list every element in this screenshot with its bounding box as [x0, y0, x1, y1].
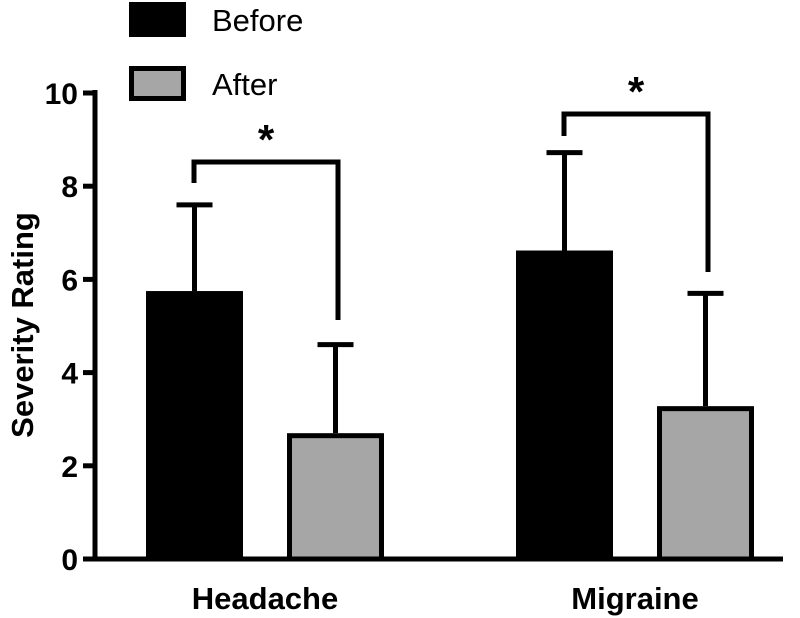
x-tick-label-headache: Headache: [192, 581, 338, 616]
legend-swatch-before: [129, 2, 186, 37]
axes: [92, 90, 783, 562]
legend-swatch-after: [129, 66, 186, 101]
y-axis-label: Severity Rating: [5, 212, 40, 438]
x-tick-labels: Headache Migraine: [192, 581, 699, 616]
bar-before-headache: [146, 291, 243, 562]
legend-label-before: Before: [212, 3, 303, 38]
y-tick-label-4: 4: [61, 358, 78, 391]
bars: [146, 250, 754, 562]
bar-after-headache: [287, 433, 384, 562]
y-tick-label-0: 0: [61, 544, 78, 577]
significance-bracket-headache: [191, 159, 341, 320]
significance-brackets: **: [191, 68, 711, 320]
significance-marker-migraine: *: [628, 68, 645, 115]
y-tick-label-10: 10: [45, 78, 78, 111]
y-tick-label-2: 2: [61, 451, 78, 484]
error-bars: [176, 150, 724, 434]
y-ticks: 0 2 4 6 8 10: [45, 78, 95, 577]
y-tick-label-8: 8: [61, 171, 78, 204]
significance-marker-headache: *: [258, 116, 275, 163]
bar-before-migraine: [516, 250, 613, 562]
legend: Before After: [129, 2, 303, 102]
legend-label-after: After: [212, 67, 277, 102]
bar-after-migraine: [657, 406, 754, 562]
significance-bracket-migraine: [561, 111, 711, 272]
x-tick-label-migraine: Migraine: [571, 581, 698, 616]
y-tick-label-6: 6: [61, 264, 78, 297]
